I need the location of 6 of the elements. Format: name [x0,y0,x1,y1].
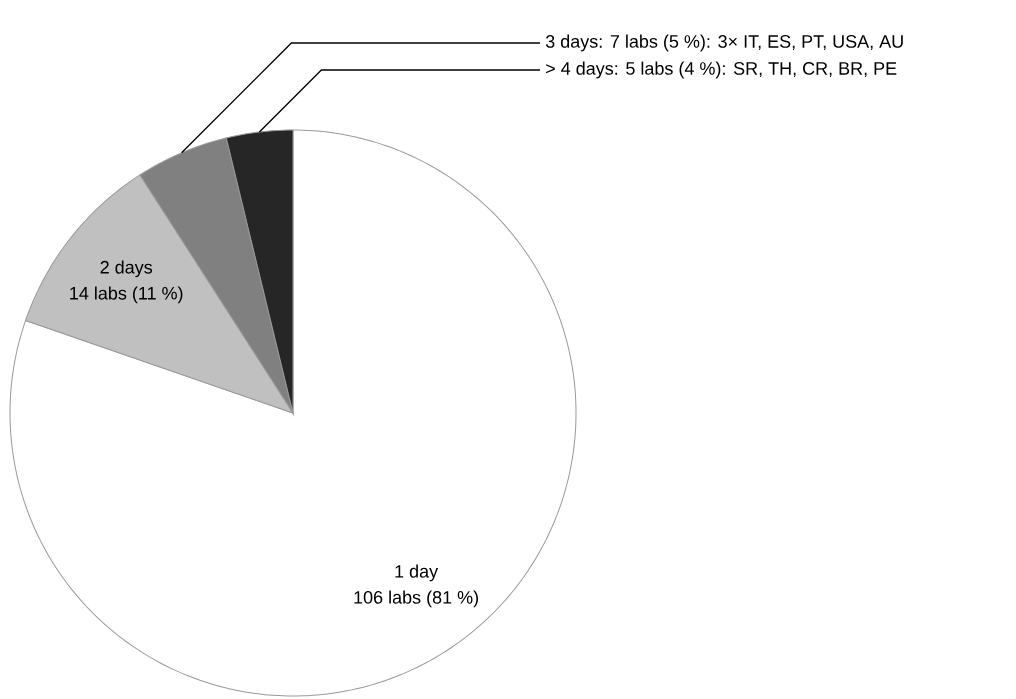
slice-label: 1 day [395,564,439,582]
data-label: 106 labs (81 %) [354,590,478,608]
slice-label: 2 days [100,260,153,278]
data-label: 14 labs (11 %) [70,286,183,304]
slice-label: > 4 days: 5 labs (4 %): SR, TH, CR, BR, PE [546,61,897,79]
slice-label: 3 days: 7 labs (5 %): 3× IT, ES, PT, USA, AU [545,34,903,52]
